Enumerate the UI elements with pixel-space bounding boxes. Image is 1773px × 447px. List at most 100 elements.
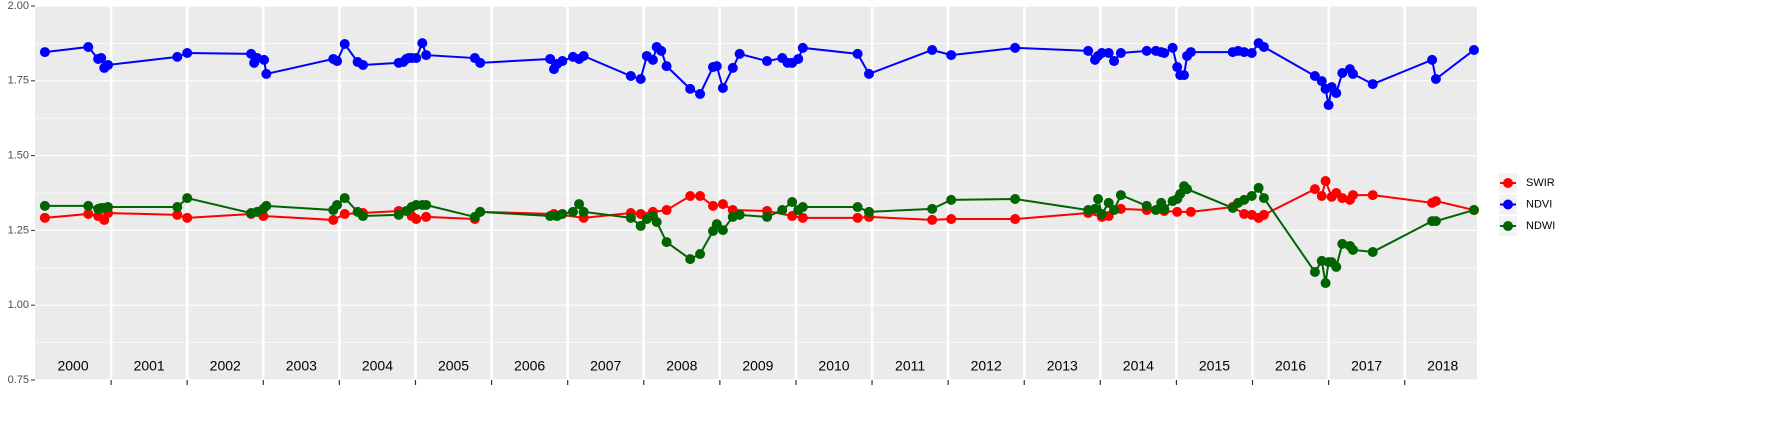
y-tick-label: 2.00 xyxy=(8,0,29,12)
data-point xyxy=(1246,190,1257,201)
data-point xyxy=(685,254,696,265)
data-point xyxy=(651,217,662,228)
data-point xyxy=(1258,41,1269,52)
year-label: 2003 xyxy=(286,358,317,374)
year-label: 2015 xyxy=(1199,358,1230,374)
data-point xyxy=(1331,88,1342,99)
data-point xyxy=(1103,197,1114,208)
data-point xyxy=(103,202,114,213)
data-point xyxy=(1159,47,1170,58)
data-point xyxy=(661,237,672,248)
data-point xyxy=(1239,208,1250,219)
data-point xyxy=(411,53,422,64)
data-point xyxy=(1239,47,1250,58)
year-label: 2004 xyxy=(362,358,393,374)
year-label: 2017 xyxy=(1351,358,1382,374)
data-point xyxy=(1430,74,1441,85)
data-point xyxy=(661,205,672,216)
data-point xyxy=(656,45,667,56)
data-point xyxy=(727,62,738,73)
data-point xyxy=(545,211,556,222)
data-point xyxy=(1316,76,1327,87)
y-tick-label: 1.75 xyxy=(8,75,29,87)
data-point xyxy=(103,59,114,70)
data-point xyxy=(797,212,808,223)
year-label: 2011 xyxy=(895,358,925,374)
data-point xyxy=(182,193,193,204)
data-point xyxy=(1010,214,1021,225)
year-label: 2000 xyxy=(57,358,88,374)
data-point xyxy=(1103,47,1114,58)
data-point xyxy=(864,68,875,79)
year-label: 2005 xyxy=(438,358,469,374)
data-point xyxy=(927,203,938,214)
data-point xyxy=(1258,193,1269,204)
year-label: 2002 xyxy=(210,358,241,374)
data-point xyxy=(172,202,183,213)
data-point xyxy=(695,88,706,99)
data-point xyxy=(417,38,428,49)
data-point xyxy=(411,214,422,225)
data-point xyxy=(1347,190,1358,201)
year-label: 2007 xyxy=(590,358,621,374)
data-point xyxy=(1309,266,1320,277)
data-point xyxy=(357,59,368,70)
data-point xyxy=(793,53,804,64)
data-point xyxy=(1430,216,1441,227)
data-point xyxy=(83,41,94,52)
data-point xyxy=(787,196,798,207)
data-point xyxy=(1010,42,1021,53)
data-point xyxy=(1337,238,1348,249)
data-point xyxy=(475,57,486,68)
data-point xyxy=(83,200,94,211)
data-point xyxy=(1320,278,1331,289)
data-point xyxy=(1141,200,1152,211)
data-point xyxy=(421,50,432,61)
data-point xyxy=(39,212,50,223)
data-point xyxy=(83,208,94,219)
y-tick-label: 1.25 xyxy=(8,224,29,236)
data-point xyxy=(172,51,183,62)
data-point xyxy=(1159,203,1170,214)
data-point xyxy=(717,199,728,210)
data-point xyxy=(1367,246,1378,257)
data-point xyxy=(1179,70,1190,81)
data-point xyxy=(787,211,798,222)
data-point xyxy=(1010,193,1021,204)
data-point xyxy=(1430,196,1441,207)
year-label: 2012 xyxy=(971,358,1002,374)
data-point xyxy=(1347,68,1358,79)
data-point xyxy=(708,200,719,211)
data-point xyxy=(1096,47,1107,58)
y-tick-label: 0.75 xyxy=(8,374,29,386)
data-point xyxy=(96,53,107,64)
data-point xyxy=(1337,193,1348,204)
data-point xyxy=(1309,184,1320,195)
data-point xyxy=(864,206,875,217)
data-point xyxy=(1115,47,1126,58)
data-point xyxy=(797,42,808,53)
data-point xyxy=(1331,261,1342,272)
data-point xyxy=(685,83,696,94)
data-point xyxy=(1309,71,1320,82)
data-point xyxy=(578,206,589,217)
data-point xyxy=(1141,45,1152,56)
data-point xyxy=(339,193,350,204)
data-point xyxy=(1468,205,1479,216)
data-point xyxy=(567,206,578,217)
data-point xyxy=(1093,193,1104,204)
data-point xyxy=(339,38,350,49)
data-point xyxy=(574,199,585,210)
data-point xyxy=(1468,44,1479,55)
legend-label: NDWI xyxy=(1526,220,1555,232)
data-point xyxy=(1347,244,1358,255)
data-point xyxy=(852,212,863,223)
data-point xyxy=(1258,209,1269,220)
data-point xyxy=(946,214,957,225)
year-label: 2016 xyxy=(1275,358,1306,374)
data-point xyxy=(762,56,773,67)
year-label: 2006 xyxy=(514,358,545,374)
year-label: 2010 xyxy=(818,358,849,374)
data-point xyxy=(1096,208,1107,219)
